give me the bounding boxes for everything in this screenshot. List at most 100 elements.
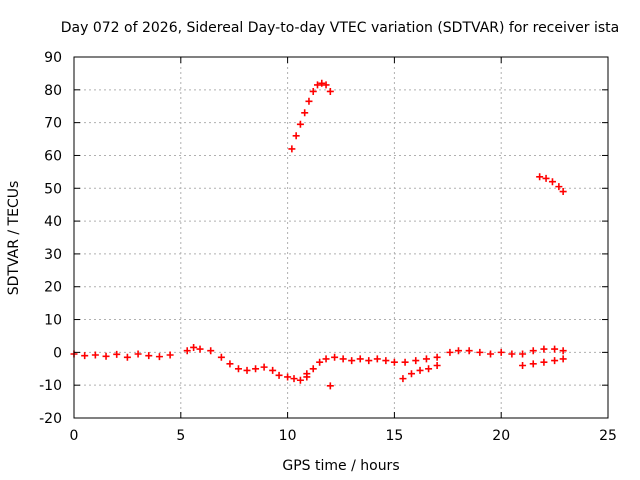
y-tick-label: -10 bbox=[39, 378, 62, 394]
data-point bbox=[155, 353, 163, 361]
data-point bbox=[91, 351, 99, 359]
x-axis-label: GPS time / hours bbox=[282, 458, 399, 474]
data-point bbox=[207, 347, 215, 355]
y-tick-label: 90 bbox=[44, 50, 62, 66]
x-tick-label: 15 bbox=[385, 428, 403, 444]
data-point bbox=[309, 365, 317, 373]
data-point bbox=[422, 355, 430, 363]
data-point bbox=[540, 345, 548, 353]
series-segment-5 bbox=[446, 345, 567, 358]
data-point bbox=[425, 365, 433, 373]
y-tick-label: 60 bbox=[44, 148, 62, 164]
data-point bbox=[508, 350, 516, 358]
data-point bbox=[365, 357, 373, 365]
data-point bbox=[217, 353, 225, 361]
data-point bbox=[290, 375, 298, 383]
data-point bbox=[318, 79, 326, 87]
y-tick-label: 0 bbox=[53, 345, 62, 361]
data-point bbox=[390, 358, 398, 366]
data-point bbox=[252, 365, 260, 373]
x-tick-label: 20 bbox=[492, 428, 510, 444]
data-point bbox=[356, 355, 364, 363]
data-point bbox=[399, 375, 407, 383]
data-point bbox=[196, 345, 204, 353]
data-point bbox=[322, 355, 330, 363]
data-point bbox=[519, 350, 527, 358]
y-tick-label: 70 bbox=[44, 116, 62, 132]
data-point bbox=[373, 355, 381, 363]
data-point bbox=[243, 366, 251, 374]
y-tick-label: 30 bbox=[44, 247, 62, 263]
data-point bbox=[497, 348, 505, 356]
data-point bbox=[416, 366, 424, 374]
plot-frame bbox=[73, 56, 609, 419]
data-point bbox=[183, 347, 191, 355]
x-tick-label: 0 bbox=[70, 428, 79, 444]
data-point bbox=[412, 357, 420, 365]
data-point bbox=[559, 347, 567, 355]
data-point bbox=[339, 355, 347, 363]
data-point bbox=[145, 352, 153, 360]
series-segment-3 bbox=[303, 353, 441, 378]
data-point bbox=[309, 87, 317, 95]
series-segment-6 bbox=[519, 355, 567, 369]
data-point bbox=[269, 366, 277, 374]
data-point bbox=[487, 350, 495, 358]
data-point bbox=[433, 361, 441, 369]
data-point bbox=[446, 348, 454, 356]
data-point bbox=[559, 355, 567, 363]
data-point bbox=[296, 376, 304, 384]
data-point bbox=[305, 97, 313, 105]
data-point bbox=[284, 373, 292, 381]
series-segment-7 bbox=[288, 79, 334, 153]
y-axis-label: SDTVAR / TECUs bbox=[6, 181, 22, 296]
data-point bbox=[454, 347, 462, 355]
data-point bbox=[296, 120, 304, 128]
data-point bbox=[555, 183, 563, 191]
y-tick-label: 80 bbox=[44, 83, 62, 99]
data-point bbox=[559, 188, 567, 196]
data-point bbox=[326, 87, 334, 95]
data-point bbox=[476, 348, 484, 356]
data-point bbox=[322, 81, 330, 89]
data-point bbox=[551, 345, 559, 353]
data-point bbox=[465, 347, 473, 355]
chart-title: Day 072 of 2026, Sidereal Day-to-day VTE… bbox=[61, 20, 619, 36]
data-point bbox=[542, 174, 550, 182]
y-tick-label: -20 bbox=[39, 411, 62, 427]
data-point bbox=[382, 357, 390, 365]
data-point bbox=[401, 358, 409, 366]
grid-lines bbox=[74, 57, 608, 418]
data-point bbox=[529, 347, 537, 355]
y-tick-label: 10 bbox=[44, 313, 62, 329]
data-points bbox=[70, 79, 567, 390]
data-point bbox=[102, 352, 110, 360]
data-point bbox=[123, 353, 131, 361]
data-point bbox=[433, 353, 441, 361]
data-point bbox=[519, 361, 527, 369]
series-segment-8 bbox=[536, 173, 567, 196]
data-point bbox=[407, 370, 415, 378]
y-tick-label: 40 bbox=[44, 214, 62, 230]
y-tick-label: 20 bbox=[44, 280, 62, 296]
data-point bbox=[113, 350, 121, 358]
data-point bbox=[81, 352, 89, 360]
data-point bbox=[348, 357, 356, 365]
data-point bbox=[536, 173, 544, 181]
series-outlier bbox=[326, 382, 334, 390]
data-point bbox=[326, 382, 334, 390]
x-tick-label: 5 bbox=[176, 428, 185, 444]
y-tick-label: 50 bbox=[44, 181, 62, 197]
x-tick-label: 10 bbox=[279, 428, 297, 444]
data-point bbox=[331, 353, 339, 361]
x-tick-label: 25 bbox=[599, 428, 617, 444]
data-point bbox=[166, 351, 174, 359]
data-point bbox=[548, 178, 556, 186]
data-point bbox=[190, 343, 198, 351]
data-point bbox=[234, 365, 242, 373]
data-point bbox=[226, 360, 234, 368]
data-point bbox=[301, 109, 309, 117]
data-point bbox=[540, 358, 548, 366]
data-point bbox=[260, 363, 268, 371]
